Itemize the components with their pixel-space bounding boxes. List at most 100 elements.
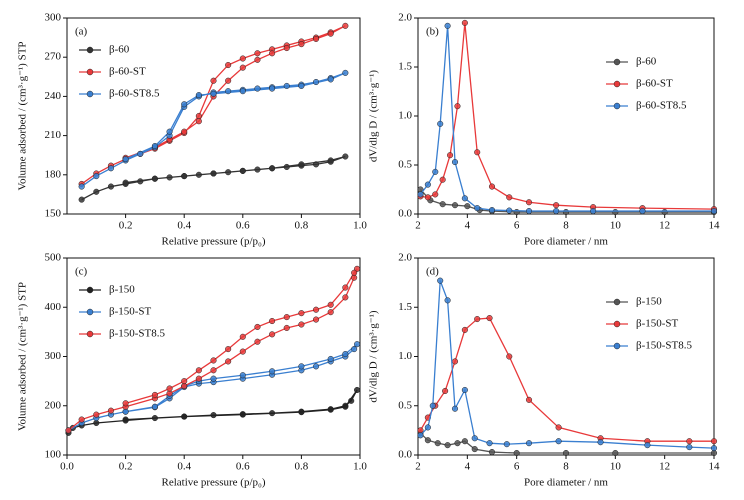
data-point (195, 92, 202, 99)
data-point (437, 120, 444, 127)
y-tick-label: 0.0 (398, 449, 412, 461)
data-point (525, 199, 533, 206)
legend-marker (86, 308, 94, 316)
x-tick-label: 12 (659, 461, 670, 473)
data-point (239, 411, 246, 418)
data-point (555, 438, 562, 445)
data-point (417, 432, 424, 439)
data-point (710, 208, 718, 215)
plot-frame (66, 17, 361, 215)
data-point (254, 166, 261, 173)
data-point (254, 85, 261, 92)
y-tick-label: 0.0 (398, 208, 412, 220)
data-point (225, 77, 232, 84)
data-point (269, 368, 276, 375)
data-point (137, 150, 144, 157)
data-point (254, 56, 261, 63)
data-point (195, 367, 202, 374)
data-point (210, 367, 217, 374)
data-point (474, 205, 481, 212)
data-point (553, 202, 560, 209)
data-point (283, 82, 290, 89)
data-point (239, 88, 246, 95)
x-axis-label: Pore diameter / nm (524, 477, 608, 489)
x-axis-label: Pore diameter / nm (524, 236, 608, 248)
x-tick-label: 0.8 (295, 461, 309, 473)
data-point (298, 82, 305, 89)
legend-label: β-150-ST (109, 306, 152, 318)
data-point (424, 424, 431, 431)
x-tick-label: 4 (465, 461, 471, 473)
data-point (562, 449, 570, 457)
data-point (354, 386, 361, 394)
panel-label: (c) (75, 266, 88, 278)
data-point (181, 173, 188, 180)
data-point (471, 435, 478, 442)
y-tick-label: 1.0 (398, 110, 412, 122)
data-point (122, 416, 129, 423)
data-point (424, 181, 431, 188)
data-point (107, 407, 114, 414)
legend-label: β-60-ST (109, 66, 146, 78)
data-point (555, 424, 562, 431)
data-point (506, 353, 513, 360)
y-tick-label: 0.5 (398, 399, 412, 411)
data-point (269, 410, 276, 417)
data-point (151, 415, 158, 422)
y-axis-label: Volume adsorbed / (cm³·g⁻¹) STP (17, 41, 29, 190)
x-tick-label: 6 (514, 461, 520, 473)
x-tick-label: 1.0 (353, 461, 367, 473)
data-point (612, 449, 619, 457)
legend-label: β-150-ST8.5 (636, 340, 693, 352)
data-point (313, 161, 320, 168)
data-point (107, 165, 114, 172)
y-tick-label: 200 (45, 399, 62, 411)
series-line (419, 317, 714, 442)
data-point (471, 446, 478, 453)
x-tick-label: 6 (514, 220, 520, 232)
data-point (269, 50, 276, 57)
x-tick-label: 4 (465, 220, 471, 232)
data-point (612, 208, 619, 216)
data-point (210, 90, 217, 97)
legend-marker (613, 342, 621, 350)
data-point (195, 118, 202, 125)
data-point (525, 396, 533, 403)
data-point (444, 22, 451, 29)
data-point (424, 194, 431, 201)
data-point (461, 326, 468, 333)
data-point (342, 69, 349, 76)
data-point (354, 341, 361, 348)
legend-label: β-60-ST8.5 (109, 88, 160, 100)
data-point (181, 413, 188, 420)
data-point (122, 179, 129, 186)
data-point (239, 167, 246, 174)
data-point (269, 317, 276, 325)
data-point (166, 385, 173, 392)
series-line (420, 22, 715, 210)
data-point (269, 165, 276, 172)
data-point (474, 149, 481, 156)
data-point (348, 397, 355, 404)
data-point (239, 55, 246, 62)
x-tick-label: 8 (563, 220, 569, 232)
legend-label: β-150-ST (636, 318, 679, 330)
x-tick-label: 0.2 (119, 461, 133, 473)
data-point (65, 427, 72, 434)
data-point (644, 442, 651, 449)
data-point (451, 159, 459, 166)
data-point (444, 442, 451, 449)
data-point (432, 168, 439, 175)
x-tick-label: 2 (415, 461, 421, 473)
data-point (195, 171, 202, 178)
legend-marker (613, 58, 621, 66)
data-point (254, 323, 261, 331)
data-point (351, 346, 358, 353)
data-point (597, 439, 604, 446)
data-point (506, 194, 513, 201)
data-point (107, 183, 114, 190)
x-axis-label: Relative pressure (p/p₀) (161, 477, 265, 489)
data-point (486, 440, 493, 447)
data-point (461, 195, 468, 202)
data-point (210, 170, 217, 177)
